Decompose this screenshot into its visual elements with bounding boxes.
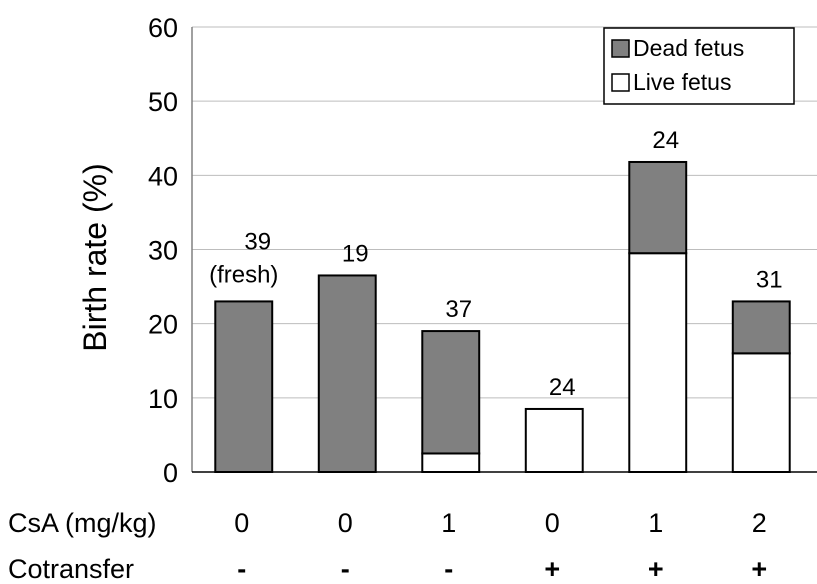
bar-3-live-fetus [421,452,481,474]
condition-rows: CsA (mg/kg) 0 0 1 0 1 2 Cotransfer - - - + + + [8,508,767,584]
bar-count-label-5: 24 [652,127,679,154]
row-2-value-4: + [544,554,560,584]
row-2-value-5: + [648,554,664,584]
bar-6-live-fetus [731,352,791,474]
axes [191,27,817,473]
row-1-value-3: 1 [441,508,456,538]
row-label-2: Cotransfer [8,554,134,584]
row-2-value-6: + [751,554,767,584]
y-tick-label-5: 50 [148,87,178,117]
legend-swatch-1 [611,39,630,58]
row-label-1: CsA (mg/kg) [8,508,157,538]
y-tick-label-2: 20 [148,310,178,340]
legend-label-2: Live fetus [633,69,731,95]
bar-1-dead-fetus [214,300,274,473]
row-2-value-2: - [341,554,350,584]
gridlines [192,26,817,399]
bar-5-dead-fetus [628,160,688,255]
y-tick-label-0: 0 [163,458,178,488]
y-axis-label: Birth rate (%) [77,163,113,351]
row-2-value-3: - [444,554,453,584]
bar-5-live-fetus [628,252,688,473]
y-tick-label-4: 40 [148,161,178,191]
row-1-value-2: 0 [338,508,353,538]
row-1-value-1: 0 [234,508,249,538]
bar-sub-label-1: (fresh) [209,261,278,288]
legend-label-1: Dead fetus [633,35,744,61]
bar-3-dead-fetus [421,330,481,455]
row-1-value-6: 2 [752,508,767,538]
y-tick-label-1: 10 [148,384,178,414]
bar-6-dead-fetus [731,300,791,355]
legend-swatch-2 [611,73,630,92]
y-tick-labels: 0 10 20 30 40 50 60 [148,13,178,488]
y-tick-label-6: 60 [148,13,178,43]
bar-annotations: 39 (fresh) 19 37 24 24 31 [209,127,783,401]
y-tick-label-3: 30 [148,236,178,266]
bar-count-label-2: 19 [342,240,369,267]
row-1-value-4: 0 [545,508,560,538]
bar-2-dead-fetus [317,274,377,474]
bar-count-label-3: 37 [445,296,472,323]
row-1-value-5: 1 [648,508,663,538]
bars [214,160,791,474]
bar-count-label-6: 31 [756,266,783,293]
bar-count-label-4: 24 [549,374,576,401]
row-2-value-1: - [237,554,246,584]
legend: Dead fetus Live fetus [603,27,795,105]
bar-count-label-1: 39 [244,228,271,255]
legend-box [603,27,795,105]
bar-4-live-fetus [524,407,584,474]
